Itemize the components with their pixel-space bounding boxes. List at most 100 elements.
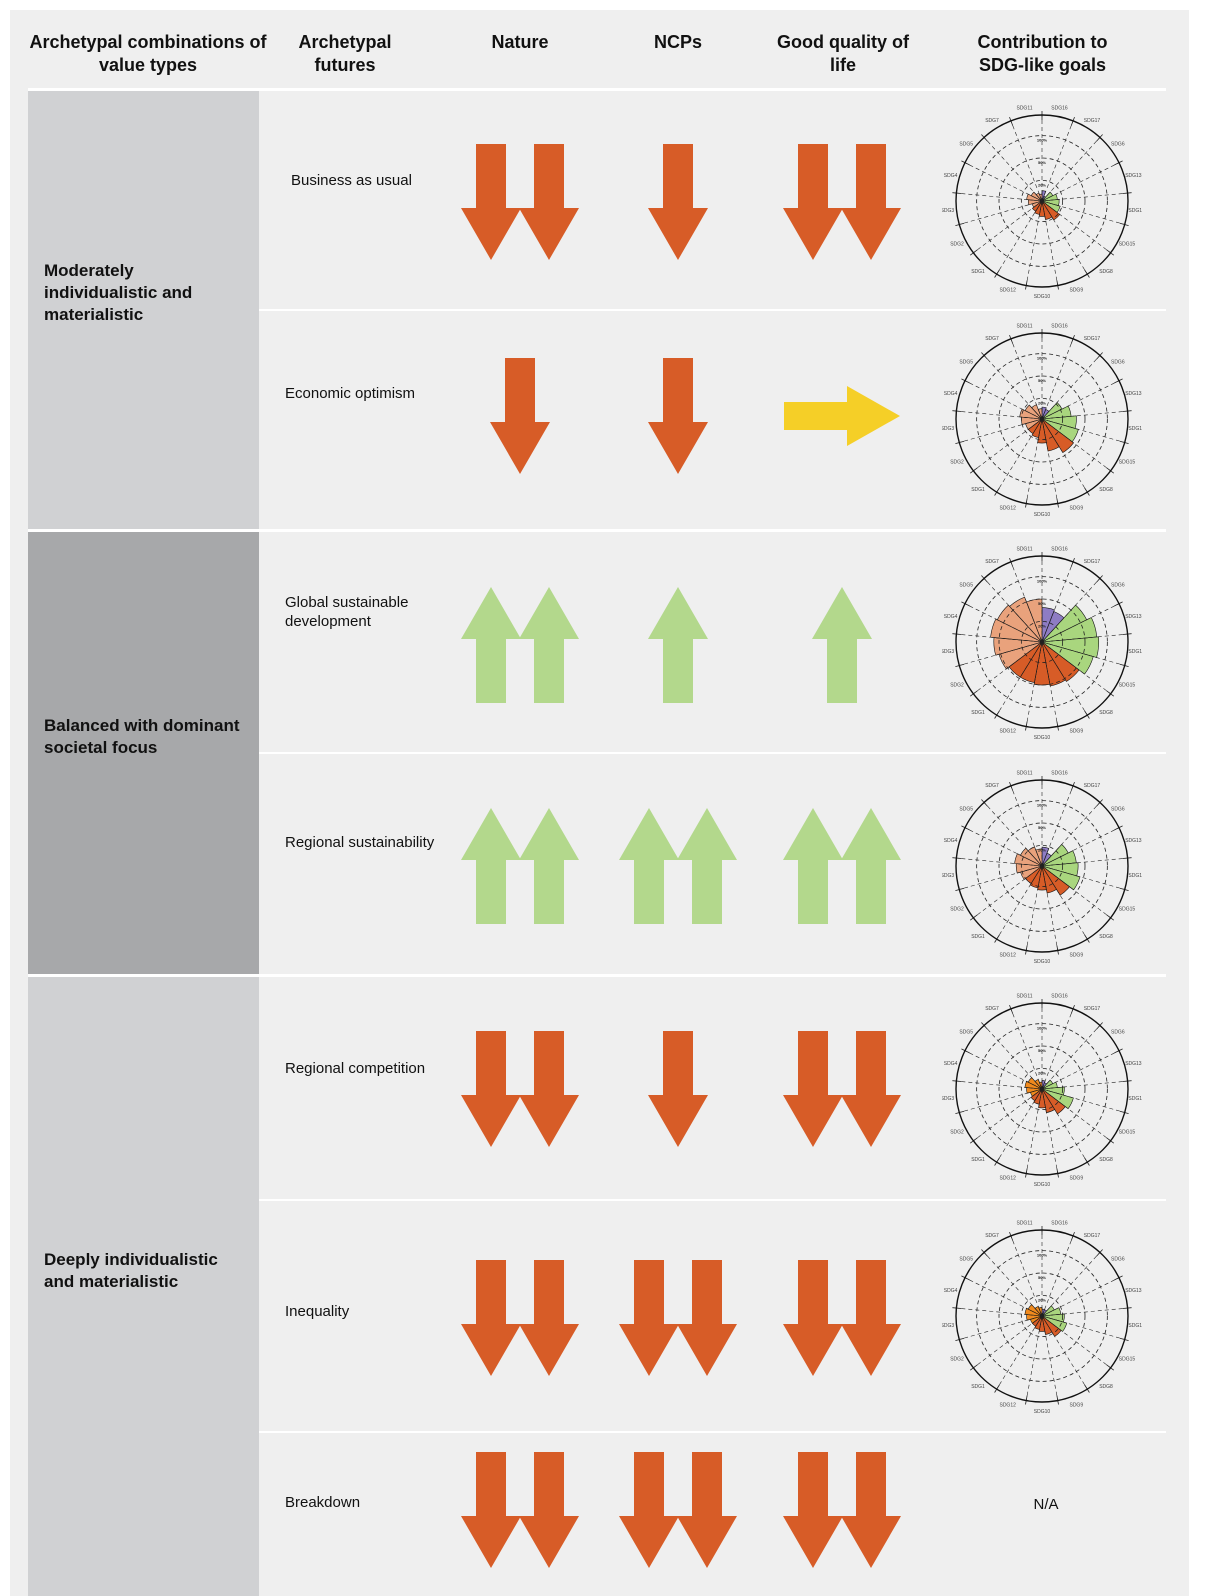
sdg-label: SDG13 [1125,391,1142,397]
ring-label: 100% [1037,138,1048,143]
sdg-label: SDG3 [942,1096,954,1102]
sdg-label: SDG17 [1084,118,1101,124]
sdg-label: SDG9 [1069,1176,1083,1182]
sdg-label: SDG16 [1051,994,1068,1000]
sdg-wedge [1041,1088,1074,1110]
sdg-label: SDG11 [1016,547,1032,553]
sdg-label: SDG14 [1128,426,1142,432]
future-label-breakdown: Breakdown [285,1494,361,1511]
sdg-label: SDG10 [1034,1182,1051,1188]
sdg-wedge [1038,1088,1046,1109]
down-arrow-icon [648,1031,708,1147]
ring-label: 100% [1037,1026,1048,1031]
double-down-arrow-icon [461,1031,579,1147]
sdg-label: SDG17 [1084,559,1101,565]
row-separator [259,1431,1166,1433]
sdg-label: SDG7 [985,1006,999,1012]
group-cell-1 [28,91,259,529]
sdg-label: SDG2 [950,906,964,912]
ring-label: 50% [1038,825,1046,830]
ring-label: 50% [1038,160,1046,165]
sdg-wedge [1041,418,1060,452]
sdg-label: SDG5 [959,807,973,813]
sdg-wedge [1041,865,1057,894]
sdg-label: SDG7 [985,559,999,565]
sdg-label: SDG2 [950,682,964,688]
ring-label: 100% [1037,356,1048,361]
sdg-wedge [1041,865,1070,896]
sdg-label: SDG11 [1016,994,1032,1000]
double-down-arrow-icon [783,1452,901,1568]
sdg-wedge [1041,641,1080,682]
row-separator [259,309,1166,311]
sdg-label: SDG13 [1125,614,1142,620]
sdg-label: SDG12 [999,729,1016,735]
header-ncps: NCPs [653,32,702,52]
sdg-label: SDG13 [1125,1061,1142,1067]
sdg-label: SDG5 [959,360,973,366]
group-cell-3 [28,977,259,1596]
header-futures: Archetypal futures [298,32,392,75]
double-down-arrow-icon [783,1260,901,1376]
double-down-arrow-icon [783,144,901,260]
sdg-radar-chart: 100% 50% 20% SDG16 SDG17 SDG6 SDG13 SDG14 SDG15 S… [942,106,1142,300]
group-label-1: Moderately individualistic and materiali… [44,261,193,324]
ring-label: 20% [1038,623,1046,628]
sdg-label: SDG15 [1119,682,1136,688]
row-separator [259,752,1166,754]
sdg-wedge [1041,418,1075,454]
sdg-label: SDG10 [1034,735,1051,741]
sdg-label: SDG4 [944,1288,958,1294]
sdg-label: SDG5 [959,583,973,589]
sdg-label: SDG14 [1128,1323,1142,1329]
future-label-regional-competition: Regional competition [285,1060,426,1077]
double-up-arrow-icon [461,808,579,924]
ring-label: 50% [1038,1048,1046,1053]
sdg-label: SDG11 [1016,771,1032,777]
sdg-label: SDG12 [999,506,1016,512]
sdg-label: SDG5 [959,1030,973,1036]
sdg-label: SDG7 [985,118,999,124]
future-label-business-as-usual: Business as usual [291,172,412,189]
sdg-label: SDG12 [999,288,1016,294]
sdg-label: SDG12 [999,953,1016,959]
ring-label: 50% [1038,601,1046,606]
sdg-wedge [1031,418,1043,438]
sdg-wedge [1030,1088,1043,1102]
sdg-label: SDG1 [971,934,985,940]
sdg-label: SDG10 [1034,512,1051,518]
sdg-label: SDG3 [942,649,954,655]
sdg-label: SDG8 [1099,934,1113,940]
sdg-label: SDG6 [1111,360,1125,366]
ring-label: 100% [1037,803,1048,808]
up-arrow-icon [812,587,872,703]
sdg-label: SDG11 [1016,106,1032,112]
sdg-label: SDG8 [1099,487,1113,493]
double-down-arrow-icon [461,1260,579,1376]
sdg-label: SDG11 [1016,324,1032,330]
ring-label: 20% [1038,1297,1046,1302]
sdg-label: SDG9 [1069,729,1083,735]
ring-label: 100% [1037,579,1048,584]
sdg-label: SDG8 [1099,1384,1113,1390]
header-nature: Nature [491,32,549,52]
sdg-label: SDG4 [944,1061,958,1067]
sdg-label: SDG6 [1111,807,1125,813]
sdg-label: SDG9 [1069,1403,1083,1409]
sdg-label: SDG17 [1084,1006,1101,1012]
down-arrow-icon [648,358,708,474]
header-combinations: Archetypal combinations of value types [29,32,267,75]
down-arrow-icon [490,358,550,474]
sdg-wedge [1041,200,1053,220]
header-gqol: Good quality of life [777,32,909,75]
sdg-label: SDG14 [1128,649,1142,655]
sdg-radar-chart: 100% 50% 20% SDG16 SDG17 SDG6 SDG13 SDG14 SDG15 S… [942,1221,1142,1415]
sdg-label: SDG10 [1034,1409,1051,1415]
sdg-label: SDG15 [1119,459,1136,465]
down-arrow-icon [648,144,708,260]
sdg-wedge [1009,596,1043,643]
sdg-label: SDG6 [1111,1257,1125,1263]
sdg-label: SDG1 [971,1384,985,1390]
sdg-label: SDG3 [942,208,954,214]
ring-label: 20% [1038,182,1046,187]
